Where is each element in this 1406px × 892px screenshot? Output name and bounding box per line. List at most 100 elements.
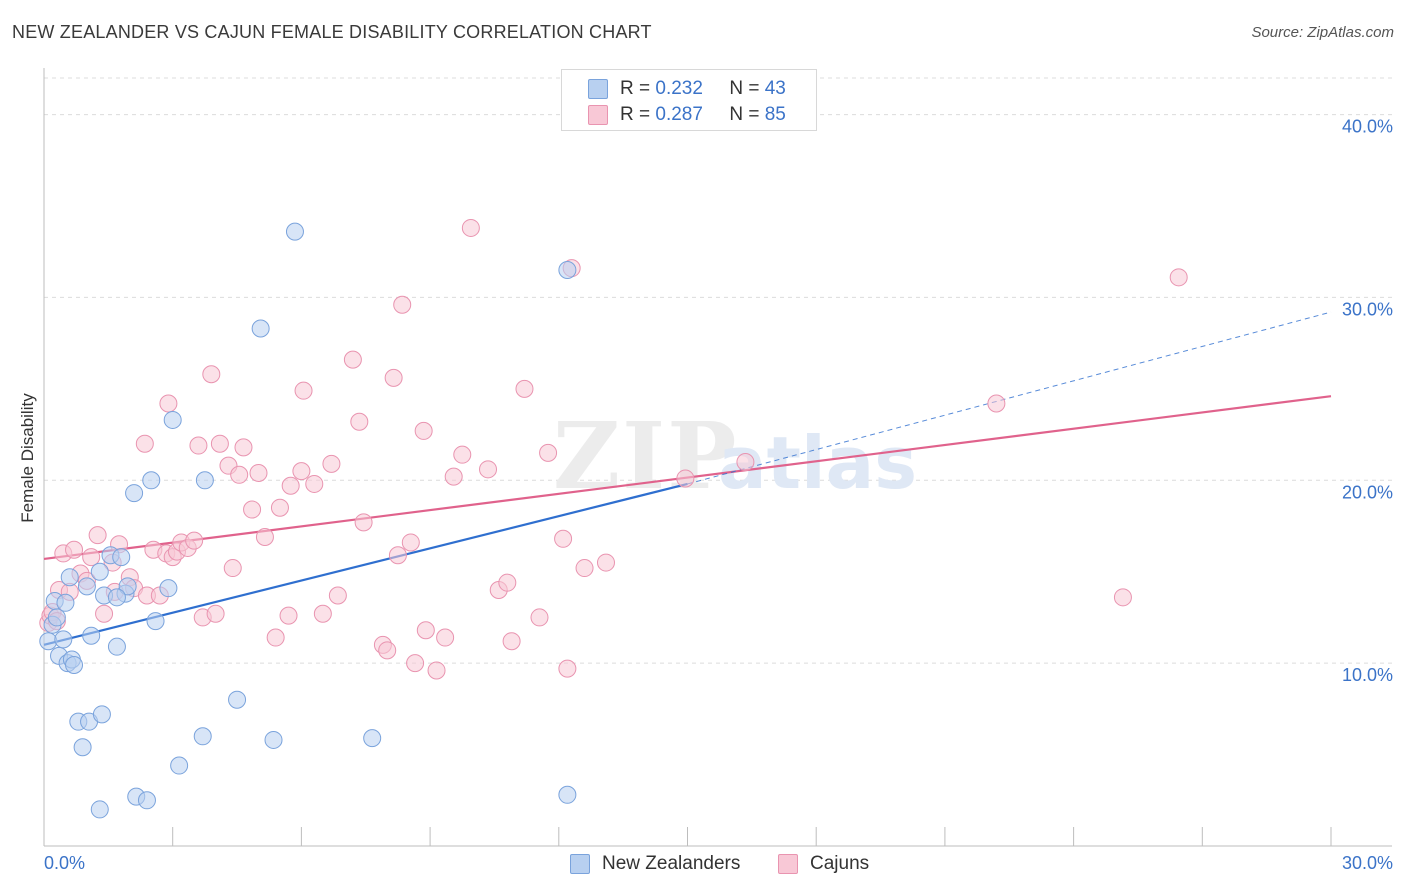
point-cajuns <box>255 527 274 546</box>
point-cajuns <box>530 608 549 627</box>
x-tick-label: 30.0% <box>1342 853 1393 873</box>
point-cajuns <box>294 381 313 400</box>
point-cajuns <box>427 661 446 680</box>
point-cajuns <box>189 436 208 455</box>
trend-line-new-zealanders-extension <box>687 311 1332 485</box>
point-cajuns <box>185 531 204 550</box>
point-cajuns <box>539 443 558 462</box>
point-new-zealanders <box>54 630 73 649</box>
point-new-zealanders <box>107 588 126 607</box>
point-cajuns <box>414 421 433 440</box>
point-cajuns <box>249 463 268 482</box>
point-cajuns <box>736 453 755 471</box>
point-cajuns <box>343 350 362 369</box>
point-new-zealanders <box>118 577 137 596</box>
point-new-zealanders <box>363 729 382 748</box>
point-cajuns <box>401 533 420 552</box>
point-cajuns <box>234 438 253 457</box>
x-tick-label: 0.0% <box>44 853 85 873</box>
point-new-zealanders <box>558 785 577 804</box>
point-cajuns <box>384 368 403 387</box>
legend-swatch-pink <box>588 105 608 125</box>
point-new-zealanders <box>170 756 189 775</box>
point-cajuns <box>305 474 324 493</box>
point-cajuns <box>202 365 221 384</box>
point-cajuns <box>230 465 249 484</box>
bottom-legend-label: New Zealanders <box>602 853 741 874</box>
point-cajuns <box>479 460 498 479</box>
point-new-zealanders <box>163 410 182 429</box>
axes <box>43 68 1392 847</box>
point-new-zealanders <box>107 637 126 656</box>
point-cajuns <box>206 604 225 623</box>
point-cajuns <box>453 445 472 464</box>
data-points <box>39 218 1188 819</box>
point-new-zealanders <box>90 562 109 581</box>
point-cajuns <box>498 573 517 592</box>
y-tick-label: 40.0% <box>1342 117 1393 137</box>
point-cajuns <box>1113 588 1132 607</box>
bottom-legend-swatch-pink <box>778 854 798 874</box>
point-new-zealanders <box>65 655 84 674</box>
point-cajuns <box>223 559 242 578</box>
chart-title: NEW ZEALANDER VS CAJUN FEMALE DISABILITY… <box>12 22 652 42</box>
point-new-zealanders <box>112 548 131 567</box>
legend-n-value: 85 <box>764 104 786 125</box>
point-new-zealanders <box>228 690 247 709</box>
point-cajuns <box>354 513 373 532</box>
point-new-zealanders <box>92 705 111 724</box>
point-cajuns <box>987 394 1006 413</box>
point-new-zealanders <box>39 632 58 651</box>
point-cajuns <box>393 295 412 314</box>
point-cajuns <box>378 641 397 660</box>
point-cajuns <box>558 659 577 678</box>
point-cajuns <box>88 526 107 545</box>
point-new-zealanders <box>285 222 304 241</box>
legend-r-label: R = <box>620 78 656 99</box>
point-new-zealanders <box>195 471 214 490</box>
point-cajuns <box>554 529 573 548</box>
point-cajuns <box>159 394 178 413</box>
point-new-zealanders <box>142 471 161 490</box>
point-cajuns <box>328 586 347 605</box>
point-new-zealanders <box>125 484 144 503</box>
point-cajuns <box>416 621 435 640</box>
point-cajuns <box>676 469 695 488</box>
y-tick-label: 30.0% <box>1342 299 1393 319</box>
y-tick-label: 10.0% <box>1342 665 1393 685</box>
source-label: Source: ZipAtlas.com <box>1251 24 1394 41</box>
legend-n-value: 43 <box>764 78 786 99</box>
stats-legend: R = 0.232 N = 43 R = 0.287 N = 85 <box>561 69 817 131</box>
point-cajuns <box>502 632 521 651</box>
point-new-zealanders <box>82 626 101 645</box>
tick-labels: 10.0% 20.0% 30.0% 40.0% 0.0% 30.0% <box>44 117 1393 873</box>
point-cajuns <box>575 559 594 578</box>
point-cajuns <box>515 379 534 398</box>
bottom-legend-swatch-blue <box>570 854 590 874</box>
point-new-zealanders <box>56 593 75 612</box>
legend-r-value: 0.232 <box>655 78 703 99</box>
point-new-zealanders <box>60 568 79 587</box>
point-new-zealanders <box>47 608 66 627</box>
point-cajuns <box>444 467 463 486</box>
point-cajuns <box>243 500 262 519</box>
point-cajuns <box>281 476 300 495</box>
point-cajuns <box>279 606 298 625</box>
point-cajuns <box>210 434 229 453</box>
point-new-zealanders <box>264 730 283 749</box>
point-cajuns <box>596 553 615 572</box>
legend-r-value: 0.287 <box>655 104 703 125</box>
point-new-zealanders <box>159 579 178 598</box>
point-cajuns <box>388 546 407 565</box>
point-cajuns <box>461 218 480 237</box>
point-new-zealanders <box>193 727 212 746</box>
point-new-zealanders <box>73 738 92 757</box>
bottom-legend-label: Cajuns <box>810 853 870 874</box>
point-cajuns <box>95 604 114 623</box>
point-new-zealanders <box>146 612 165 631</box>
watermark-zip: ZIP <box>553 402 738 510</box>
point-new-zealanders <box>558 261 577 279</box>
legend-swatch-blue <box>588 79 608 99</box>
point-cajuns <box>266 628 285 647</box>
